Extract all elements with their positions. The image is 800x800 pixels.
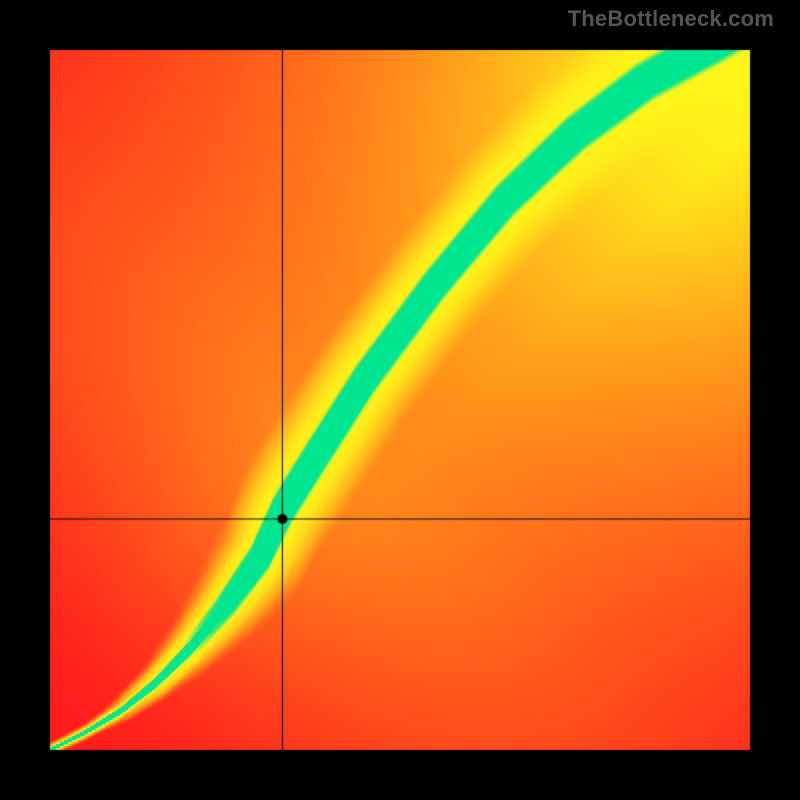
watermark: TheBottleneck.com [0, 6, 774, 32]
bottleneck-heatmap [0, 0, 800, 800]
